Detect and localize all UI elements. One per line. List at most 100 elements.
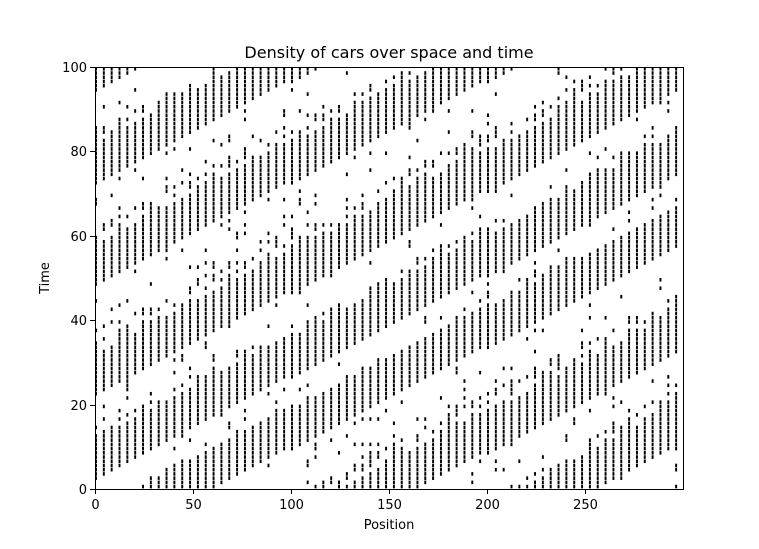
car-cell (620, 92, 623, 96)
car-cell (628, 451, 631, 455)
car-cell (283, 417, 286, 421)
car-cell (196, 303, 199, 307)
car-cell (565, 138, 568, 143)
car-cell (220, 476, 223, 480)
car-cell (228, 265, 231, 269)
car-cell (604, 383, 607, 388)
car-cell (471, 83, 474, 88)
car-cell (400, 185, 403, 189)
car-cell (291, 138, 293, 143)
car-cell (306, 172, 309, 177)
car-cell (267, 375, 270, 379)
car-cell (541, 311, 544, 316)
car-cell (330, 248, 333, 253)
car-cell (557, 467, 560, 472)
car-cell (149, 324, 152, 329)
car-cell (643, 227, 646, 231)
car-cell (102, 362, 105, 366)
car-cell (196, 223, 199, 227)
car-cell (330, 109, 333, 113)
car-cell (220, 206, 223, 210)
car-cell (455, 278, 458, 282)
car-cell (588, 459, 591, 464)
car-cell (635, 252, 638, 257)
car-cell (377, 379, 380, 383)
car-cell (392, 455, 395, 459)
car-cell (400, 370, 403, 375)
car-cell (628, 341, 631, 345)
car-cell (306, 429, 309, 434)
car-cell (306, 269, 309, 274)
car-cell (549, 134, 552, 139)
car-cell (377, 231, 380, 236)
car-cell (353, 391, 356, 396)
car-cell (385, 113, 388, 118)
car-cell (102, 353, 105, 358)
car-cell (259, 446, 262, 451)
car-cell (549, 218, 552, 223)
car-cell (118, 155, 121, 160)
car-cell (291, 67, 293, 71)
car-cell (345, 387, 348, 392)
car-cell (149, 151, 152, 155)
car-cell (306, 244, 309, 248)
car-cell (651, 421, 654, 426)
car-cell (471, 425, 474, 430)
car-cell (487, 240, 489, 244)
car-cell (400, 286, 403, 291)
car-cell (675, 227, 678, 231)
car-cell (479, 442, 482, 447)
car-cell (228, 282, 231, 286)
car-cell (173, 235, 176, 240)
car-cell (565, 278, 568, 282)
car-cell (659, 324, 662, 329)
car-cell (149, 134, 152, 139)
car-cell (330, 273, 333, 278)
car-cell (471, 446, 474, 451)
car-cell (628, 240, 631, 244)
car-cell (228, 396, 231, 400)
car-cell (447, 180, 450, 185)
car-cell (196, 311, 199, 316)
car-cell (220, 379, 223, 383)
car-cell (353, 121, 356, 126)
car-cell (565, 391, 568, 396)
car-cell (314, 446, 317, 451)
car-cell (283, 408, 286, 413)
car-cell (228, 134, 231, 139)
car-cell (635, 370, 638, 375)
car-cell (149, 425, 152, 430)
car-cell (345, 375, 348, 379)
car-cell (439, 362, 442, 366)
car-cell (628, 113, 631, 118)
car-cell (110, 425, 113, 430)
car-cell (463, 261, 466, 265)
car-cell (510, 231, 513, 236)
car-cell (251, 159, 254, 164)
car-cell (306, 113, 309, 118)
car-cell (228, 185, 231, 189)
car-cell (267, 446, 270, 451)
car-cell (432, 358, 435, 362)
car-cell (173, 446, 176, 451)
car-cell (400, 104, 403, 109)
car-cell (369, 417, 372, 421)
car-cell (675, 235, 678, 240)
car-cell (526, 282, 529, 286)
car-cell (369, 96, 372, 101)
car-cell (471, 155, 474, 160)
car-cell (236, 206, 239, 210)
car-cell (126, 104, 129, 109)
car-cell (439, 328, 442, 333)
car-cell (196, 210, 199, 215)
car-cell (581, 117, 584, 122)
car-cell (196, 459, 199, 464)
car-cell (400, 202, 403, 206)
car-cell (667, 240, 670, 244)
car-cell (416, 168, 419, 172)
car-cell (541, 155, 544, 160)
car-cell (353, 92, 356, 96)
car-cell (181, 121, 184, 126)
car-cell (165, 324, 168, 329)
car-cell (369, 303, 372, 307)
